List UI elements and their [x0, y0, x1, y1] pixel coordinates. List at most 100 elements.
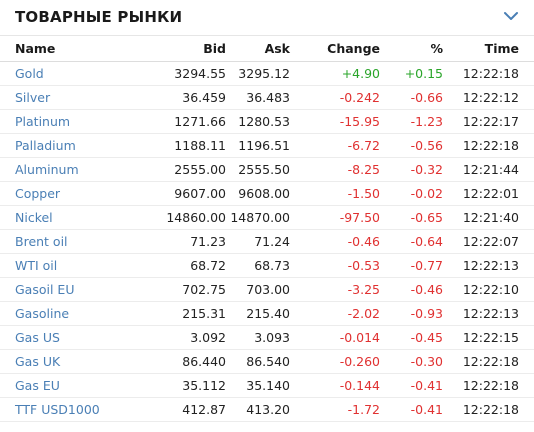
quote-time: 12:22:18: [462, 378, 519, 393]
bid-value: 2555.00: [174, 162, 226, 177]
ask-value: 215.40: [246, 306, 290, 321]
ask-value: 3.093: [254, 330, 290, 345]
quote-time: 12:22:18: [462, 402, 519, 417]
change-value: -0.144: [339, 378, 380, 393]
commodity-name-link[interactable]: Gasoline: [15, 306, 70, 321]
percent-change-value: -0.56: [410, 138, 443, 153]
commodity-name-link[interactable]: Brent oil: [15, 234, 68, 249]
change-value: +4.90: [341, 66, 380, 81]
commodity-name-link[interactable]: Gold: [15, 66, 44, 81]
change-value: -2.02: [347, 306, 380, 321]
change-value: -8.25: [347, 162, 380, 177]
percent-change-value: -0.41: [410, 402, 443, 417]
ask-value: 14870.00: [230, 210, 290, 225]
quote-time: 12:22:15: [462, 330, 519, 345]
percent-change-value: -0.45: [410, 330, 443, 345]
commodity-name-link[interactable]: Gas EU: [15, 378, 60, 393]
bid-value: 702.75: [182, 282, 226, 297]
quote-time: 12:22:18: [462, 138, 519, 153]
quote-time: 12:22:13: [462, 306, 519, 321]
column-header-percent[interactable]: %: [430, 41, 443, 56]
table-row: Gas EU 35.112 35.140 -0.144 -0.41 12:22:18: [0, 374, 534, 398]
commodity-name-link[interactable]: WTI oil: [15, 258, 58, 273]
percent-change-value: -1.23: [410, 114, 443, 129]
table-row: Gold 3294.55 3295.12 +4.90 +0.15 12:22:18: [0, 62, 534, 86]
column-header-bid[interactable]: Bid: [203, 41, 226, 56]
bid-value: 36.459: [182, 90, 226, 105]
ask-value: 413.20: [246, 402, 290, 417]
quotes-table: Name Bid Ask Change % Time Gold 3294.55 32…: [0, 37, 534, 422]
table-row: Nickel 14860.00 14870.00 -97.50 -0.65 12:21:4…: [0, 206, 534, 230]
percent-change-value: -0.30: [410, 354, 443, 369]
commodity-name-link[interactable]: Platinum: [15, 114, 71, 129]
table-header-row: Name Bid Ask Change % Time: [0, 37, 534, 62]
quote-time: 12:22:07: [462, 234, 519, 249]
table-row: Brent oil 71.23 71.24 -0.46 -0.64 12:22:07: [0, 230, 534, 254]
widget-title: ТОВАРНЫЕ РЫНКИ: [15, 8, 183, 26]
ask-value: 68.73: [254, 258, 290, 273]
table-row: Platinum 1271.66 1280.53 -15.95 -1.23 12:22:1…: [0, 110, 534, 134]
bid-value: 412.87: [182, 402, 226, 417]
bid-value: 9607.00: [174, 186, 226, 201]
ask-value: 1196.51: [238, 138, 290, 153]
percent-change-value: -0.32: [410, 162, 443, 177]
table-row: Gasoline 215.31 215.40 -2.02 -0.93 12:22:13: [0, 302, 534, 326]
ask-value: 36.483: [246, 90, 290, 105]
bid-value: 86.440: [182, 354, 226, 369]
quote-time: 12:22:13: [462, 258, 519, 273]
table-row: Palladium 1188.11 1196.51 -6.72 -0.56 12:22:1…: [0, 134, 534, 158]
ask-value: 71.24: [254, 234, 290, 249]
percent-change-value: -0.77: [410, 258, 443, 273]
change-value: -0.014: [339, 330, 380, 345]
bid-value: 215.31: [182, 306, 226, 321]
table-row: TTF USD1000 412.87 413.20 -1.72 -0.41 12:22:1…: [0, 398, 534, 422]
table-row: Gasoil EU 702.75 703.00 -3.25 -0.46 12:22:10: [0, 278, 534, 302]
percent-change-value: -0.41: [410, 378, 443, 393]
ask-value: 86.540: [246, 354, 290, 369]
percent-change-value: -0.65: [410, 210, 443, 225]
commodity-name-link[interactable]: Nickel: [15, 210, 53, 225]
percent-change-value: -0.02: [410, 186, 443, 201]
bid-value: 35.112: [182, 378, 226, 393]
change-value: -97.50: [339, 210, 380, 225]
ask-value: 703.00: [246, 282, 290, 297]
change-value: -0.53: [347, 258, 380, 273]
column-header-name[interactable]: Name: [15, 41, 56, 56]
column-header-time[interactable]: Time: [484, 41, 519, 56]
bid-value: 14860.00: [166, 210, 226, 225]
quote-time: 12:22:17: [462, 114, 519, 129]
percent-change-value: -0.64: [410, 234, 443, 249]
commodity-name-link[interactable]: Aluminum: [15, 162, 79, 177]
ask-value: 1280.53: [238, 114, 290, 129]
percent-change-value: -0.46: [410, 282, 443, 297]
table-row: Copper 9607.00 9608.00 -1.50 -0.02 12:22:01: [0, 182, 534, 206]
table-row: WTI oil 68.72 68.73 -0.53 -0.77 12:22:13: [0, 254, 534, 278]
percent-change-value: +0.15: [404, 66, 443, 81]
quote-time: 12:22:18: [462, 354, 519, 369]
chevron-down-icon[interactable]: [503, 9, 519, 23]
change-value: -0.46: [347, 234, 380, 249]
bid-value: 68.72: [190, 258, 226, 273]
change-value: -15.95: [339, 114, 380, 129]
table-row: Gas US 3.092 3.093 -0.014 -0.45 12:22:15: [0, 326, 534, 350]
commodity-name-link[interactable]: Gas UK: [15, 354, 61, 369]
ask-value: 2555.50: [238, 162, 290, 177]
bid-value: 1271.66: [174, 114, 226, 129]
change-value: -6.72: [347, 138, 380, 153]
change-value: -1.72: [347, 402, 380, 417]
quote-time: 12:21:44: [462, 162, 519, 177]
commodity-name-link[interactable]: Silver: [15, 90, 51, 105]
table-row: Aluminum 2555.00 2555.50 -8.25 -0.32 12:21:44: [0, 158, 534, 182]
change-value: -0.260: [339, 354, 380, 369]
column-header-ask[interactable]: Ask: [264, 41, 290, 56]
commodity-name-link[interactable]: Gas US: [15, 330, 60, 345]
bid-value: 3294.55: [174, 66, 226, 81]
bid-value: 71.23: [190, 234, 226, 249]
column-header-change[interactable]: Change: [327, 41, 380, 56]
table-row: Gas UK 86.440 86.540 -0.260 -0.30 12:22:18: [0, 350, 534, 374]
commodity-name-link[interactable]: TTF USD1000: [15, 402, 100, 417]
commodity-name-link[interactable]: Gasoil EU: [15, 282, 75, 297]
commodity-name-link[interactable]: Copper: [15, 186, 61, 201]
commodity-name-link[interactable]: Palladium: [15, 138, 76, 153]
